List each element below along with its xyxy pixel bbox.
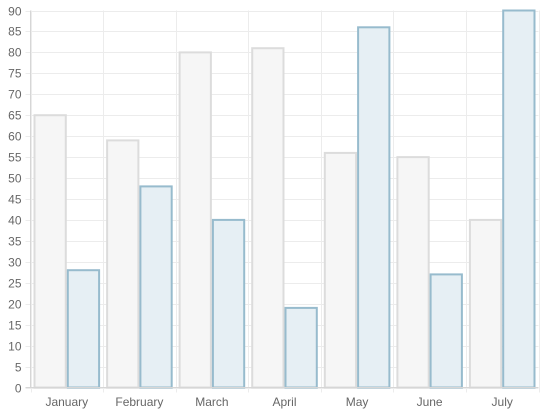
y-tick-label-70: 70: [8, 88, 22, 102]
y-tick-label-55: 55: [8, 151, 22, 165]
bar-series2-march: [211, 218, 246, 389]
y-tick-labels: 0 5 10 15 20 25 30 35 40 45 50 55 60 65 70 75 80 85 90: [8, 5, 22, 396]
y-tick-label-0: 0: [15, 382, 22, 396]
x-tick-label-february: February: [115, 395, 163, 409]
x-tick-label-march: March: [195, 395, 228, 409]
bar-series2-january: [66, 269, 101, 389]
x-tick-label-june: June: [417, 395, 443, 409]
bar-series1-february: [106, 139, 140, 389]
y-tick-label-65: 65: [8, 109, 22, 123]
y-tick-label-35: 35: [8, 235, 22, 249]
y-tick-label-90: 90: [8, 5, 22, 19]
x-tick-label-july: July: [492, 395, 513, 409]
y-tick-label-40: 40: [8, 214, 22, 228]
y-tick-label-85: 85: [8, 25, 22, 39]
y-tick-label-15: 15: [8, 319, 22, 333]
y-tick-label-10: 10: [8, 340, 22, 354]
bar-series1-january: [33, 114, 67, 389]
bars: [33, 9, 536, 389]
bar-series2-june: [429, 273, 463, 389]
bar-series1-july: [468, 218, 503, 389]
bar-series1-april: [251, 47, 285, 389]
bar-series1-june: [396, 156, 430, 389]
y-tick-label-30: 30: [8, 256, 22, 270]
bar-series2-may: [357, 26, 391, 389]
x-tick-labels: January February March April May June July: [45, 395, 512, 409]
y-tick-label-5: 5: [15, 361, 22, 375]
bar-series1-march: [178, 51, 212, 389]
y-tick-label-80: 80: [8, 46, 22, 60]
y-tick-label-50: 50: [8, 172, 22, 186]
bar-series2-february: [139, 185, 173, 389]
y-tick-label-45: 45: [8, 193, 22, 207]
y-tick-label-25: 25: [8, 277, 22, 291]
y-tick-label-20: 20: [8, 298, 22, 312]
x-tick-label-april: April: [272, 395, 296, 409]
bar-series1-may: [323, 151, 358, 389]
y-tick-label-60: 60: [8, 130, 22, 144]
bar-series2-april: [284, 306, 318, 389]
y-tick-label-75: 75: [8, 67, 22, 81]
bar-series2-july: [502, 9, 536, 389]
x-tick-label-january: January: [45, 395, 88, 409]
x-tick-label-may: May: [346, 395, 369, 409]
axes: [25, 10, 539, 388]
